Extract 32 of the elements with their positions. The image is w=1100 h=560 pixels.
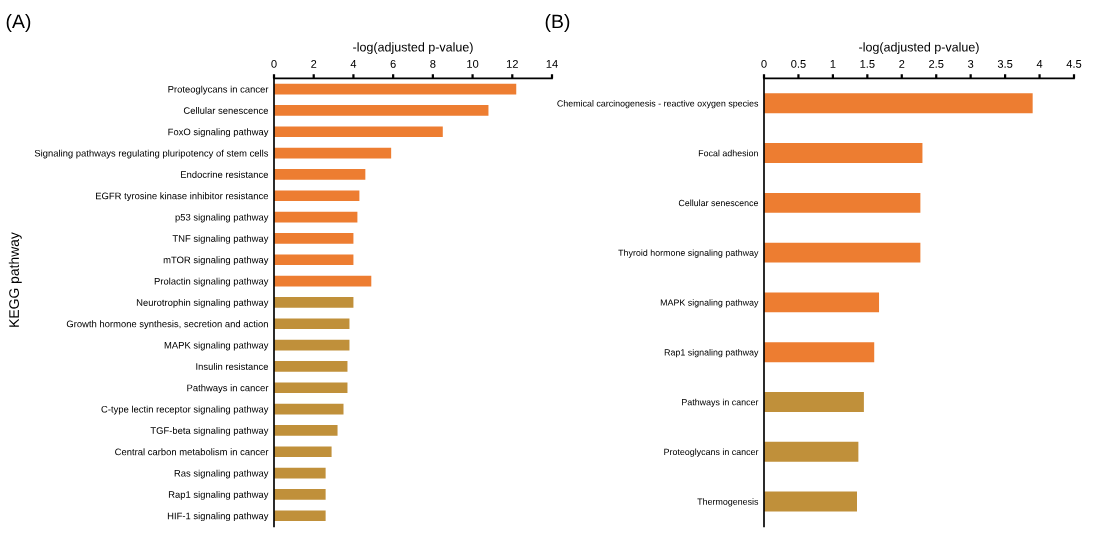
bar xyxy=(764,392,864,412)
bar xyxy=(274,297,354,308)
bar xyxy=(274,510,326,522)
text: (B) xyxy=(545,14,570,33)
bar xyxy=(274,126,443,138)
bar xyxy=(274,147,392,159)
bar xyxy=(274,254,354,266)
bar xyxy=(764,441,859,462)
bar xyxy=(274,489,326,500)
bar xyxy=(274,105,489,116)
bar xyxy=(274,83,517,95)
bar xyxy=(274,425,338,436)
bar xyxy=(764,292,880,313)
bar xyxy=(274,403,344,415)
text: (A) xyxy=(6,14,31,33)
bar xyxy=(274,211,358,223)
bar xyxy=(764,192,921,213)
bar xyxy=(764,342,875,363)
bar xyxy=(764,491,857,512)
bar xyxy=(274,361,348,372)
bar xyxy=(274,169,366,180)
bar xyxy=(274,467,326,479)
bar xyxy=(274,233,354,244)
bar xyxy=(764,242,921,263)
bar xyxy=(274,382,348,394)
bar xyxy=(274,190,360,202)
bar xyxy=(764,93,1033,114)
bar xyxy=(274,318,350,330)
bar xyxy=(764,143,923,164)
bar xyxy=(274,275,372,287)
bar xyxy=(274,446,332,458)
bar xyxy=(274,339,350,351)
